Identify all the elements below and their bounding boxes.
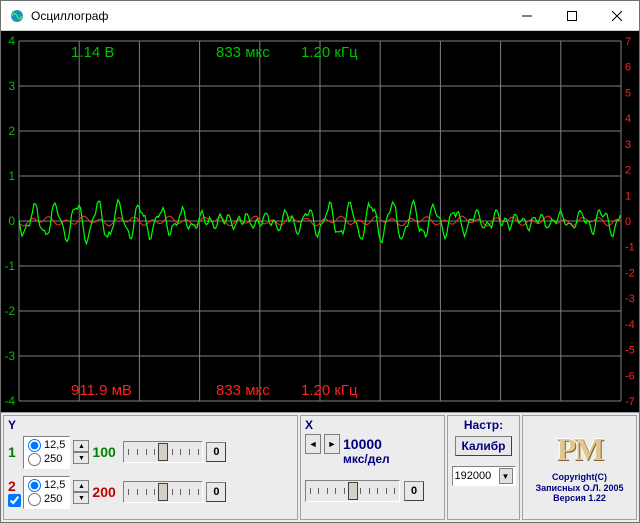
- svg-text:-4: -4: [4, 394, 15, 408]
- x-scale-right[interactable]: ►: [324, 434, 340, 454]
- svg-text:-3: -3: [625, 293, 635, 305]
- svg-text:2: 2: [625, 165, 631, 177]
- ch1-range-radio: 12,5 250: [23, 436, 70, 469]
- svg-text:911.9 мВ: 911.9 мВ: [71, 382, 132, 399]
- ch2-offset-slider[interactable]: [123, 481, 203, 503]
- svg-text:-3: -3: [4, 349, 15, 363]
- svg-text:-7: -7: [625, 396, 635, 408]
- svg-text:-4: -4: [625, 319, 635, 331]
- svg-text:-5: -5: [625, 345, 635, 357]
- svg-text:1: 1: [8, 169, 15, 183]
- titlebar: Осциллограф: [1, 1, 639, 31]
- svg-text:0: 0: [625, 216, 631, 228]
- x-zero-button[interactable]: 0: [404, 481, 424, 501]
- ch1-opt-250[interactable]: [28, 453, 41, 466]
- calibrate-button[interactable]: Калибр: [455, 436, 513, 456]
- svg-text:4: 4: [8, 34, 15, 48]
- svg-text:6: 6: [625, 62, 631, 74]
- y-header: Y: [8, 418, 293, 432]
- svg-text:1.20 кГц: 1.20 кГц: [301, 382, 358, 399]
- sample-rate-value: 192000: [455, 470, 492, 482]
- controls-bar: Y 1 12,5 250 ▲ ▼ 100 0: [1, 412, 639, 522]
- ch2-opt-12-5[interactable]: [28, 479, 41, 492]
- sample-rate-combo[interactable]: 192000 ▼: [452, 466, 516, 486]
- svg-text:2: 2: [8, 124, 15, 138]
- ch2-scale-down[interactable]: ▼: [73, 492, 89, 504]
- ch2-enable-checkbox[interactable]: [8, 494, 21, 507]
- app-icon: [9, 8, 25, 24]
- svg-text:3: 3: [625, 139, 631, 151]
- channel-2-row: 2 12,5 250 ▲ ▼ 200 0: [8, 472, 293, 512]
- x-panel: X ◄ ► 10000 мкс/дел 0: [300, 415, 445, 520]
- window-title: Осциллограф: [31, 9, 504, 23]
- ch1-number: 1: [8, 444, 20, 460]
- ch1-zero-button[interactable]: 0: [206, 442, 226, 462]
- chevron-down-icon: ▼: [499, 468, 513, 484]
- settings-panel: Настр: Калибр 192000 ▼: [447, 415, 520, 520]
- svg-text:1.14 В: 1.14 В: [71, 44, 114, 61]
- x-scale-unit: мкс/дел: [343, 452, 440, 466]
- settings-header: Настр:: [464, 418, 503, 432]
- svg-text:0: 0: [8, 214, 15, 228]
- channel-1-row: 1 12,5 250 ▲ ▼ 100 0: [8, 432, 293, 472]
- svg-text:-1: -1: [625, 242, 635, 254]
- x-scale-value: 10000: [343, 436, 382, 452]
- logo: PM: [557, 431, 603, 468]
- app-window: Осциллограф 4 3 2 1 0 -1 -2 -3 -4 7 6 5 4 3 2 1 0 -1 -2 -3 -…: [0, 0, 640, 523]
- x-offset-slider[interactable]: [305, 480, 400, 502]
- svg-text:4: 4: [625, 113, 631, 125]
- ch2-scale-value: 200: [92, 484, 120, 500]
- ch1-scale-value: 100: [92, 444, 120, 460]
- about-panel: PM Copyright(C) Записных О.Л. 2005 Верси…: [522, 415, 637, 520]
- svg-text:833 мкс: 833 мкс: [216, 44, 270, 61]
- close-button[interactable]: [594, 1, 639, 30]
- ch2-scale-spinner: ▲ ▼: [73, 480, 89, 504]
- oscilloscope-display: 4 3 2 1 0 -1 -2 -3 -4 7 6 5 4 3 2 1 0 -1 -2 -3 -4 -5 -6 -7 1.14 …: [1, 31, 639, 412]
- ch2-zero-button[interactable]: 0: [206, 482, 226, 502]
- ch2-scale-up[interactable]: ▲: [73, 480, 89, 492]
- y-panel: Y 1 12,5 250 ▲ ▼ 100 0: [3, 415, 298, 520]
- ch1-offset-slider[interactable]: [123, 441, 203, 463]
- ch2-opt-250[interactable]: [28, 493, 41, 506]
- x-header: X: [305, 418, 440, 432]
- svg-text:1: 1: [625, 190, 631, 202]
- svg-text:1.20 кГц: 1.20 кГц: [301, 44, 358, 61]
- svg-text:5: 5: [625, 87, 631, 99]
- svg-text:-6: -6: [625, 370, 635, 382]
- ch2-range-radio: 12,5 250: [23, 476, 70, 509]
- ch1-scale-spinner: ▲ ▼: [73, 440, 89, 464]
- svg-text:-1: -1: [4, 259, 15, 273]
- maximize-button[interactable]: [549, 1, 594, 30]
- svg-text:833 мкс: 833 мкс: [216, 382, 270, 399]
- ch1-opt-12-5[interactable]: [28, 439, 41, 452]
- ch2-number: 2: [8, 478, 20, 494]
- svg-text:7: 7: [625, 36, 631, 48]
- svg-text:3: 3: [8, 79, 15, 93]
- svg-text:-2: -2: [4, 304, 15, 318]
- svg-text:-2: -2: [625, 267, 635, 279]
- copyright: Copyright(C) Записных О.Л. 2005 Версия 1…: [535, 472, 623, 504]
- ch1-scale-up[interactable]: ▲: [73, 440, 89, 452]
- minimize-button[interactable]: [504, 1, 549, 30]
- ch1-scale-down[interactable]: ▼: [73, 452, 89, 464]
- x-scale-left[interactable]: ◄: [305, 434, 321, 454]
